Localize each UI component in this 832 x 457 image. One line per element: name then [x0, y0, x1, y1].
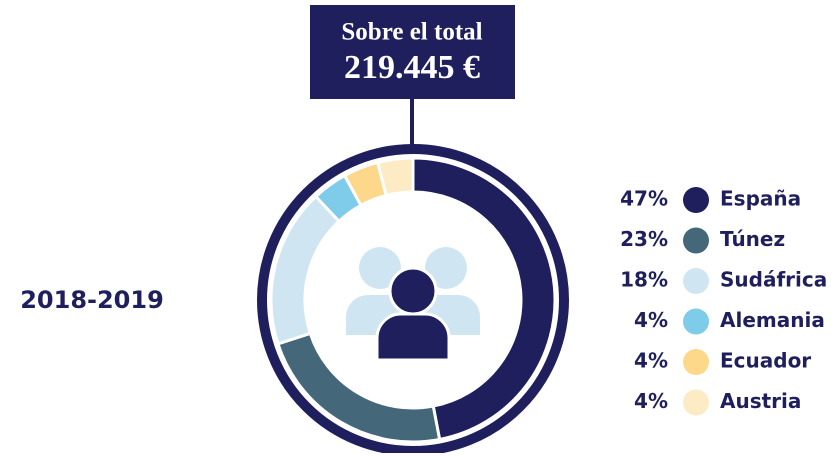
legend-label: Austria: [720, 389, 801, 413]
legend-value: 47%: [620, 187, 668, 211]
icon-body: [375, 312, 451, 362]
icon-head: [359, 247, 401, 289]
legend-value: 18%: [620, 268, 668, 292]
chart-subtitle: 219.445 €: [344, 49, 480, 86]
people-icon: [346, 247, 480, 362]
legend-value: 23%: [620, 227, 668, 251]
icon-head: [425, 247, 467, 289]
donut-segment: [375, 156, 415, 198]
legend-label: Túnez: [720, 227, 785, 251]
legend-label: Alemania: [720, 308, 825, 332]
legend-swatch: [683, 268, 709, 294]
period-label: 2018-2019: [20, 286, 164, 314]
legend-label: España: [720, 187, 801, 211]
chart-title: Sobre el total: [341, 19, 482, 46]
legend-label: Sudáfrica: [720, 268, 827, 292]
legend-swatch: [683, 389, 709, 416]
icon-head: [388, 266, 438, 316]
legend-swatch: [683, 349, 709, 375]
total-box: [310, 5, 515, 99]
legend-value: 4%: [634, 308, 668, 332]
legend-label: Ecuador: [720, 349, 811, 373]
legend-value: 4%: [634, 349, 668, 373]
legend-swatch: [683, 227, 709, 254]
legend-swatch: [683, 308, 709, 335]
outer-ring: [257, 144, 569, 456]
donut: [269, 156, 557, 444]
donut-segment: [411, 156, 557, 442]
legend-value: 4%: [634, 389, 668, 413]
legend-swatch: [683, 187, 709, 213]
